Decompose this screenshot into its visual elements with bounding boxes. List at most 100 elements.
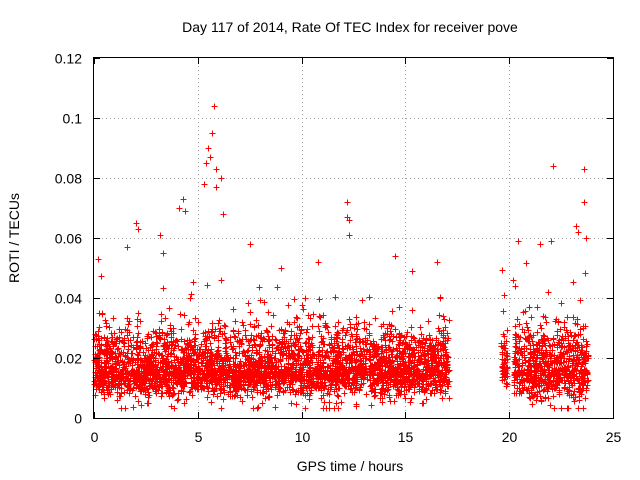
data-point bbox=[396, 337, 403, 344]
data-point bbox=[178, 326, 185, 333]
data-point bbox=[296, 376, 303, 383]
data-point bbox=[294, 315, 301, 322]
data-point bbox=[427, 390, 434, 397]
data-point bbox=[351, 352, 358, 359]
data-point bbox=[165, 345, 172, 352]
data-point bbox=[513, 390, 520, 397]
data-point bbox=[347, 386, 354, 393]
data-point bbox=[511, 358, 518, 365]
data-point bbox=[582, 370, 589, 377]
data-point bbox=[354, 366, 361, 373]
data-point bbox=[305, 312, 312, 319]
data-point bbox=[332, 365, 339, 372]
data-point bbox=[310, 351, 317, 358]
data-point bbox=[257, 379, 264, 386]
data-point bbox=[540, 332, 547, 339]
data-point bbox=[308, 372, 315, 379]
data-point bbox=[351, 325, 358, 332]
data-point bbox=[239, 371, 246, 378]
data-point bbox=[319, 338, 326, 345]
data-points bbox=[91, 103, 592, 412]
data-point bbox=[191, 350, 198, 357]
data-point bbox=[202, 333, 209, 340]
data-point bbox=[498, 340, 505, 347]
data-point bbox=[169, 392, 176, 399]
data-point bbox=[210, 391, 217, 398]
data-point bbox=[405, 359, 412, 366]
data-point bbox=[275, 363, 282, 370]
data-point bbox=[546, 342, 553, 349]
data-point bbox=[392, 253, 399, 260]
data-point bbox=[133, 346, 140, 353]
data-point bbox=[122, 405, 129, 412]
data-point bbox=[99, 382, 106, 389]
data-point bbox=[352, 372, 359, 379]
data-point bbox=[546, 381, 553, 388]
data-point bbox=[523, 386, 530, 393]
data-point bbox=[580, 336, 587, 343]
data-point bbox=[136, 377, 143, 384]
data-point bbox=[125, 371, 132, 378]
data-point bbox=[157, 336, 164, 343]
y-tick-label: 0 bbox=[74, 411, 82, 427]
data-point bbox=[230, 343, 237, 350]
data-point bbox=[561, 324, 568, 331]
data-point bbox=[408, 395, 415, 402]
data-point bbox=[231, 333, 238, 340]
data-point bbox=[571, 398, 578, 405]
data-point bbox=[346, 217, 353, 224]
data-point bbox=[411, 363, 418, 370]
y-tick-label: 0.1 bbox=[63, 111, 83, 127]
data-point bbox=[133, 384, 140, 391]
data-point bbox=[229, 380, 236, 387]
data-point bbox=[432, 379, 439, 386]
data-point bbox=[383, 382, 390, 389]
data-point bbox=[429, 337, 436, 344]
data-point bbox=[573, 223, 580, 230]
data-point bbox=[418, 352, 425, 359]
data-point bbox=[203, 343, 210, 350]
data-point bbox=[259, 400, 266, 407]
data-point bbox=[443, 364, 450, 371]
data-point bbox=[407, 370, 414, 377]
data-point bbox=[577, 331, 584, 338]
data-point bbox=[309, 323, 316, 330]
y-tick-label: 0.08 bbox=[55, 171, 82, 187]
data-point bbox=[227, 354, 234, 361]
data-point bbox=[106, 324, 113, 331]
data-point bbox=[351, 389, 358, 396]
data-point bbox=[121, 389, 128, 396]
data-point bbox=[293, 314, 300, 321]
data-point bbox=[215, 320, 222, 327]
data-point bbox=[425, 318, 432, 325]
data-point bbox=[534, 393, 541, 400]
data-point bbox=[120, 339, 127, 346]
data-point bbox=[281, 379, 288, 386]
data-point bbox=[315, 259, 322, 266]
data-point bbox=[189, 392, 196, 399]
data-point bbox=[389, 338, 396, 345]
data-point bbox=[166, 342, 173, 349]
data-point bbox=[160, 250, 167, 257]
data-point bbox=[349, 333, 356, 340]
data-point bbox=[146, 392, 153, 399]
data-point bbox=[203, 160, 210, 167]
data-point bbox=[355, 320, 362, 327]
data-point bbox=[387, 373, 394, 380]
data-point bbox=[419, 344, 426, 351]
data-point bbox=[187, 295, 194, 302]
data-point bbox=[186, 353, 193, 360]
data-point bbox=[353, 403, 360, 410]
data-point bbox=[317, 314, 324, 321]
data-point bbox=[517, 370, 524, 377]
data-point bbox=[521, 354, 528, 361]
data-point bbox=[408, 324, 415, 331]
data-point bbox=[580, 405, 587, 412]
data-point bbox=[102, 317, 109, 324]
data-point bbox=[268, 386, 275, 393]
data-point bbox=[566, 356, 573, 363]
y-tick-label: 0.04 bbox=[55, 291, 82, 307]
data-point bbox=[261, 353, 268, 360]
data-point bbox=[314, 361, 321, 368]
